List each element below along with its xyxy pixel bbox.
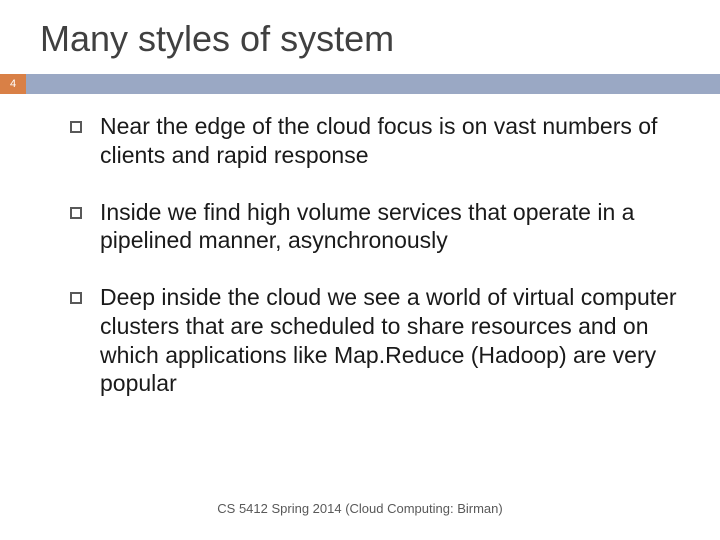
slide-title: Many styles of system (0, 0, 720, 74)
bullet-text: Inside we find high volume services that… (100, 198, 690, 256)
page-number-badge: 4 (0, 74, 26, 94)
bullet-marker-icon (70, 121, 82, 133)
bullet-text: Near the edge of the cloud focus is on v… (100, 112, 690, 170)
bullet-text: Deep inside the cloud we see a world of … (100, 283, 690, 398)
accent-bar-row: 4 (0, 74, 720, 94)
bullet-item: Deep inside the cloud we see a world of … (70, 283, 690, 398)
bullet-item: Inside we find high volume services that… (70, 198, 690, 256)
bullet-marker-icon (70, 292, 82, 304)
slide-footer: CS 5412 Spring 2014 (Cloud Computing: Bi… (0, 501, 720, 516)
bullet-marker-icon (70, 207, 82, 219)
accent-bar (26, 74, 720, 94)
content-area: Near the edge of the cloud focus is on v… (0, 94, 720, 398)
slide-container: Many styles of system 4 Near the edge of… (0, 0, 720, 540)
bullet-item: Near the edge of the cloud focus is on v… (70, 112, 690, 170)
